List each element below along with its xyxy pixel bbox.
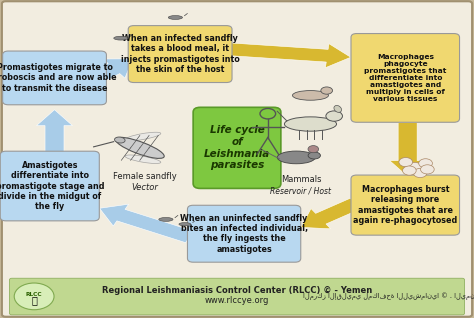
Circle shape [413,169,427,177]
Text: When an uninfected sandfly
bites an infected individual,
the fly ingests the
ama: When an uninfected sandfly bites an infe… [181,214,308,254]
Polygon shape [390,122,426,176]
Ellipse shape [277,151,315,164]
Ellipse shape [321,87,333,94]
Text: www.rlccye.org: www.rlccye.org [205,296,269,305]
Text: Promastigotes migrate to
proboscis and are now able
to transmit the disease: Promastigotes migrate to proboscis and a… [0,63,117,93]
Text: Female sandfly: Female sandfly [113,172,176,181]
Text: Macrophages
phagocyte
promastigotes that
differentiate into
amastigotes and
mult: Macrophages phagocyte promastigotes that… [364,54,447,102]
Circle shape [419,159,432,168]
FancyBboxPatch shape [351,34,459,122]
Ellipse shape [115,137,125,143]
Ellipse shape [116,137,164,158]
Polygon shape [229,43,351,68]
Ellipse shape [326,111,343,121]
Ellipse shape [179,223,191,226]
Polygon shape [100,204,194,243]
Ellipse shape [125,132,161,141]
Text: Reservoir / Host: Reservoir / Host [271,186,331,195]
Circle shape [399,157,412,167]
FancyBboxPatch shape [0,151,99,221]
Circle shape [308,146,319,153]
Ellipse shape [168,16,182,19]
Text: Life cycle
of
Leishmania
parasites: Life cycle of Leishmania parasites [204,126,270,170]
Ellipse shape [284,117,337,131]
Ellipse shape [114,36,128,40]
Ellipse shape [125,155,161,163]
FancyBboxPatch shape [193,107,281,188]
FancyBboxPatch shape [128,25,232,82]
FancyBboxPatch shape [351,175,459,235]
Circle shape [402,166,416,175]
Text: المركز الإقليمي لمكافحة الليشمانيا © . اليمن: المركز الإقليمي لمكافحة الليشمانيا © . ا… [303,293,474,300]
Text: Macrophages burst
releasing more
amastigotes that are
again re-phagocytosed: Macrophages burst releasing more amastig… [353,185,457,225]
Text: When an infected sandfly
takes a blood meal, it
injects promastigotes into
the s: When an infected sandfly takes a blood m… [121,34,239,74]
Text: 🌿: 🌿 [31,295,37,306]
Text: Mammals: Mammals [281,175,321,184]
Ellipse shape [292,91,328,100]
Text: Vector: Vector [131,183,158,192]
FancyBboxPatch shape [188,205,301,262]
Circle shape [14,283,54,310]
Text: RLCC: RLCC [26,292,43,297]
Polygon shape [301,198,361,229]
FancyBboxPatch shape [3,51,106,105]
Text: Amastigotes
differentiate into
promastigote stage and
divide in the midgut of
th: Amastigotes differentiate into promastig… [0,161,104,211]
Text: Regional Leishmaniasis Control Center (RLCC) © - Yemen: Regional Leishmaniasis Control Center (R… [102,287,372,295]
Circle shape [408,162,421,171]
Ellipse shape [334,106,342,112]
Ellipse shape [308,152,320,159]
Polygon shape [96,59,133,80]
Circle shape [420,165,434,174]
Polygon shape [36,110,73,153]
Ellipse shape [159,218,173,221]
FancyBboxPatch shape [9,278,465,315]
